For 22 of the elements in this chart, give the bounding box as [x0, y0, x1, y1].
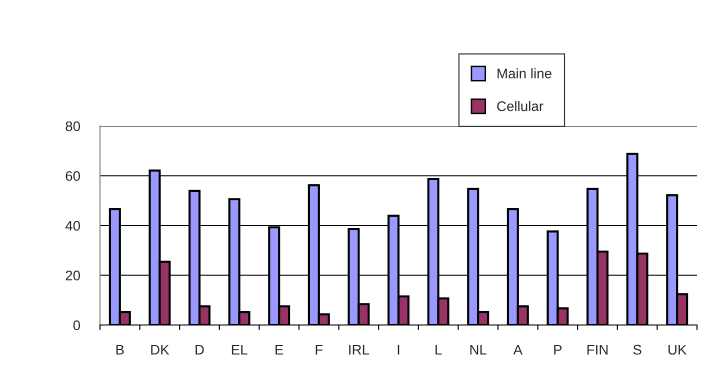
x-tick-label: DK	[151, 344, 170, 355]
legend-label: Main line	[498, 68, 552, 78]
x-tick-label: A	[513, 344, 523, 355]
x-tick-label: EL	[232, 344, 248, 355]
x-tick-label: IRL	[349, 344, 370, 355]
legend-label: Cellular	[497, 100, 544, 112]
x-tick-label: F	[316, 344, 323, 355]
y-tick-label: 40	[65, 220, 80, 231]
x-tick-label: P	[554, 344, 562, 355]
x-tick-label: NL	[470, 344, 487, 355]
y-tick-label: 80	[66, 121, 80, 132]
x-tick-label: B	[116, 344, 124, 355]
x-tick-label: D	[196, 344, 204, 355]
x-tick-label: S	[633, 344, 642, 355]
y-tick-label: 0	[73, 320, 80, 330]
y-tick-label: 60	[66, 171, 80, 181]
x-tick-label: UK	[668, 344, 687, 355]
x-tick-label: I	[398, 344, 400, 355]
x-tick-label: E	[276, 344, 284, 355]
y-tick-label: 20	[66, 270, 80, 280]
x-tick-label: L	[436, 344, 442, 355]
x-tick-label: FIN	[587, 344, 608, 355]
